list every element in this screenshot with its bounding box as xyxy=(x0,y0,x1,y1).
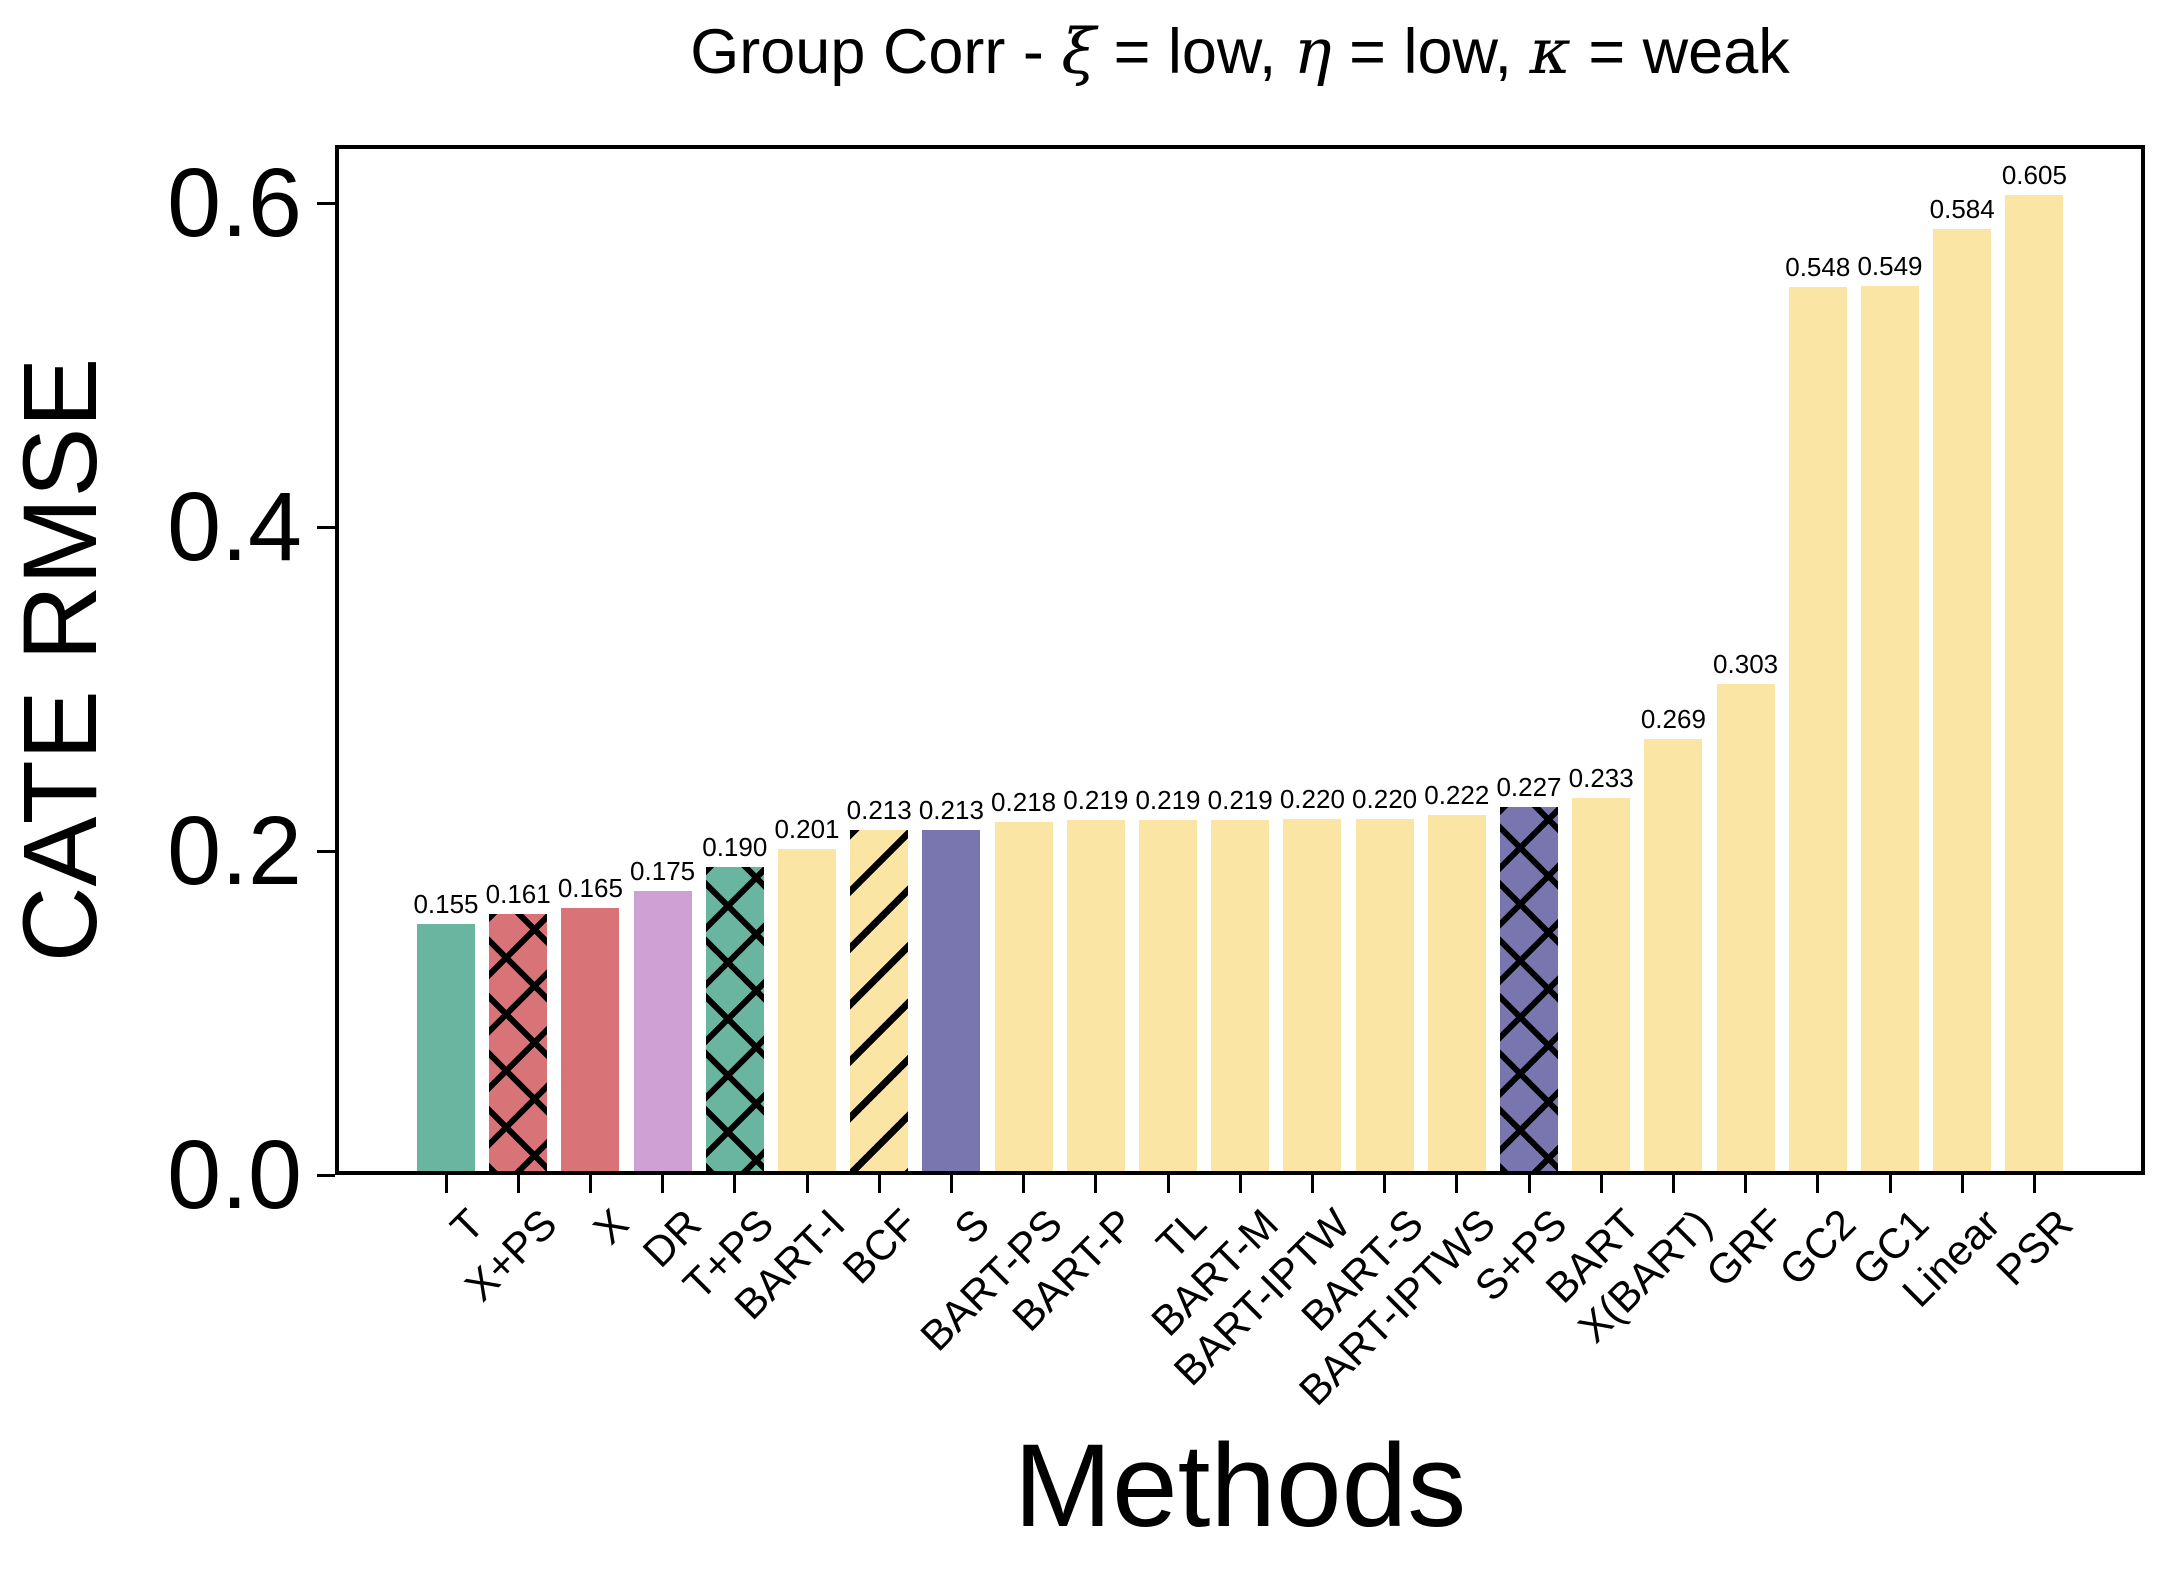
bar-value-label-GRF: 0.303 xyxy=(1713,649,1779,679)
bar-GC1 xyxy=(1861,286,1919,1171)
bar-T xyxy=(417,924,475,1171)
bar-BART-I xyxy=(778,849,836,1171)
bar-X xyxy=(561,908,620,1171)
y-tick-0.4 xyxy=(317,525,335,529)
bar-S+PS xyxy=(1500,807,1558,1171)
x-tick-DR xyxy=(661,1175,665,1193)
bar-value-label-PSR: 0.605 xyxy=(2001,160,2067,190)
x-tick-label-S: S xyxy=(945,1199,999,1253)
title-text-segment: = weak xyxy=(1570,17,1790,87)
title-text-segment: Group Corr - xyxy=(690,17,1062,87)
bar-BART-P xyxy=(1066,820,1125,1171)
x-axis-label: Methods xyxy=(1013,1420,1467,1552)
x-tick-T+PS xyxy=(733,1175,737,1193)
bar-value-label-X+PS: 0.161 xyxy=(485,879,551,909)
bar-PSR xyxy=(2005,195,2064,1171)
bar-value-label-BART-P: 0.219 xyxy=(1063,785,1129,815)
bar-value-label-S+PS: 0.227 xyxy=(1496,772,1562,802)
x-tick-GC1 xyxy=(1888,1175,1892,1193)
bar-value-label-Linear: 0.584 xyxy=(1929,194,1995,224)
bar-BART xyxy=(1572,798,1631,1171)
x-tick-label-T: T xyxy=(441,1199,494,1252)
chart-title: Group Corr - ξ = low, η = low, κ = weak xyxy=(335,14,2145,91)
y-tick-0.0 xyxy=(317,1173,335,1177)
bar-value-label-BART: 0.233 xyxy=(1568,763,1634,793)
bar-DR xyxy=(633,891,692,1171)
y-tick-label-0.0: 0.0 xyxy=(167,1120,302,1229)
bar-X+PS xyxy=(489,914,548,1171)
x-tick-BART-IPTW xyxy=(1310,1175,1314,1193)
bar-BART-IPTW xyxy=(1283,819,1342,1171)
x-tick-S xyxy=(949,1175,953,1193)
bar-value-label-T+PS: 0.190 xyxy=(702,832,768,862)
bar-BCF xyxy=(850,830,909,1171)
bar-S xyxy=(922,830,981,1171)
x-tick-BART xyxy=(1599,1175,1603,1193)
bar-GRF xyxy=(1716,684,1775,1171)
bar-TL xyxy=(1139,820,1197,1171)
bar-value-label-T: 0.155 xyxy=(413,889,479,919)
title-greek-symbol: η xyxy=(1293,15,1332,88)
bar-value-label-X: 0.165 xyxy=(557,873,623,903)
x-tick-X xyxy=(588,1175,592,1193)
x-tick-label-GC2: GC2 xyxy=(1770,1199,1865,1295)
bar-value-label-BART-IPTWS: 0.222 xyxy=(1424,780,1490,810)
bar-BART-PS xyxy=(994,822,1053,1171)
bar-value-label-GC2: 0.548 xyxy=(1785,252,1851,282)
x-tick-GRF xyxy=(1744,1175,1748,1193)
y-tick-0.2 xyxy=(317,849,335,853)
x-tick-S+PS xyxy=(1527,1175,1531,1193)
bar-GC2 xyxy=(1788,287,1847,1171)
x-tick-label-BCF: BCF xyxy=(833,1199,927,1293)
y-tick-label-0.6: 0.6 xyxy=(167,148,302,257)
x-tick-BART-PS xyxy=(1022,1175,1026,1193)
x-tick-label-PSR: PSR xyxy=(1987,1199,2082,1295)
bar-X(BART) xyxy=(1644,739,1703,1171)
x-tick-BCF xyxy=(877,1175,881,1193)
title-greek-symbol: κ xyxy=(1529,15,1571,88)
bar-BART-M xyxy=(1211,820,1270,1171)
bar-value-label-BART-IPTW: 0.220 xyxy=(1279,784,1345,814)
x-tick-label-X: X xyxy=(584,1199,638,1253)
bar-value-label-BART-PS: 0.218 xyxy=(991,787,1057,817)
x-tick-BART-I xyxy=(805,1175,809,1193)
bar-value-label-DR: 0.175 xyxy=(630,856,696,886)
x-tick-Linear xyxy=(1960,1175,1964,1193)
bar-value-label-GC1: 0.549 xyxy=(1857,251,1923,281)
bar-value-label-S: 0.213 xyxy=(918,795,984,825)
title-text-segment: = low, xyxy=(1331,17,1530,87)
x-tick-label-GRF: GRF xyxy=(1696,1199,1793,1296)
bar-Linear xyxy=(1933,229,1992,1171)
bar-value-label-BART-I: 0.201 xyxy=(774,814,840,844)
bar-BART-IPTWS xyxy=(1427,815,1486,1171)
x-tick-GC2 xyxy=(1816,1175,1820,1193)
bar-value-label-BCF: 0.213 xyxy=(846,795,912,825)
bar-value-label-TL: 0.219 xyxy=(1135,785,1201,815)
y-tick-0.6 xyxy=(317,201,335,205)
x-tick-BART-M xyxy=(1238,1175,1242,1193)
x-tick-X+PS xyxy=(516,1175,520,1193)
bar-T+PS xyxy=(705,867,764,1171)
bar-value-label-BART-M: 0.219 xyxy=(1207,785,1273,815)
x-tick-BART-P xyxy=(1094,1175,1098,1193)
bar-value-label-BART-S: 0.220 xyxy=(1352,784,1418,814)
bar-BART-S xyxy=(1355,819,1414,1171)
x-tick-BART-IPTWS xyxy=(1455,1175,1459,1193)
x-tick-PSR xyxy=(2032,1175,2036,1193)
bar-value-label-X(BART): 0.269 xyxy=(1640,704,1706,734)
y-tick-label-0.2: 0.2 xyxy=(167,796,302,905)
x-tick-T xyxy=(444,1175,448,1193)
y-tick-label-0.4: 0.4 xyxy=(167,472,302,581)
title-greek-symbol: ξ xyxy=(1061,15,1097,88)
title-text-segment: = low, xyxy=(1096,17,1294,87)
x-tick-X(BART) xyxy=(1671,1175,1675,1193)
x-tick-BART-S xyxy=(1383,1175,1387,1193)
x-tick-TL xyxy=(1166,1175,1170,1193)
